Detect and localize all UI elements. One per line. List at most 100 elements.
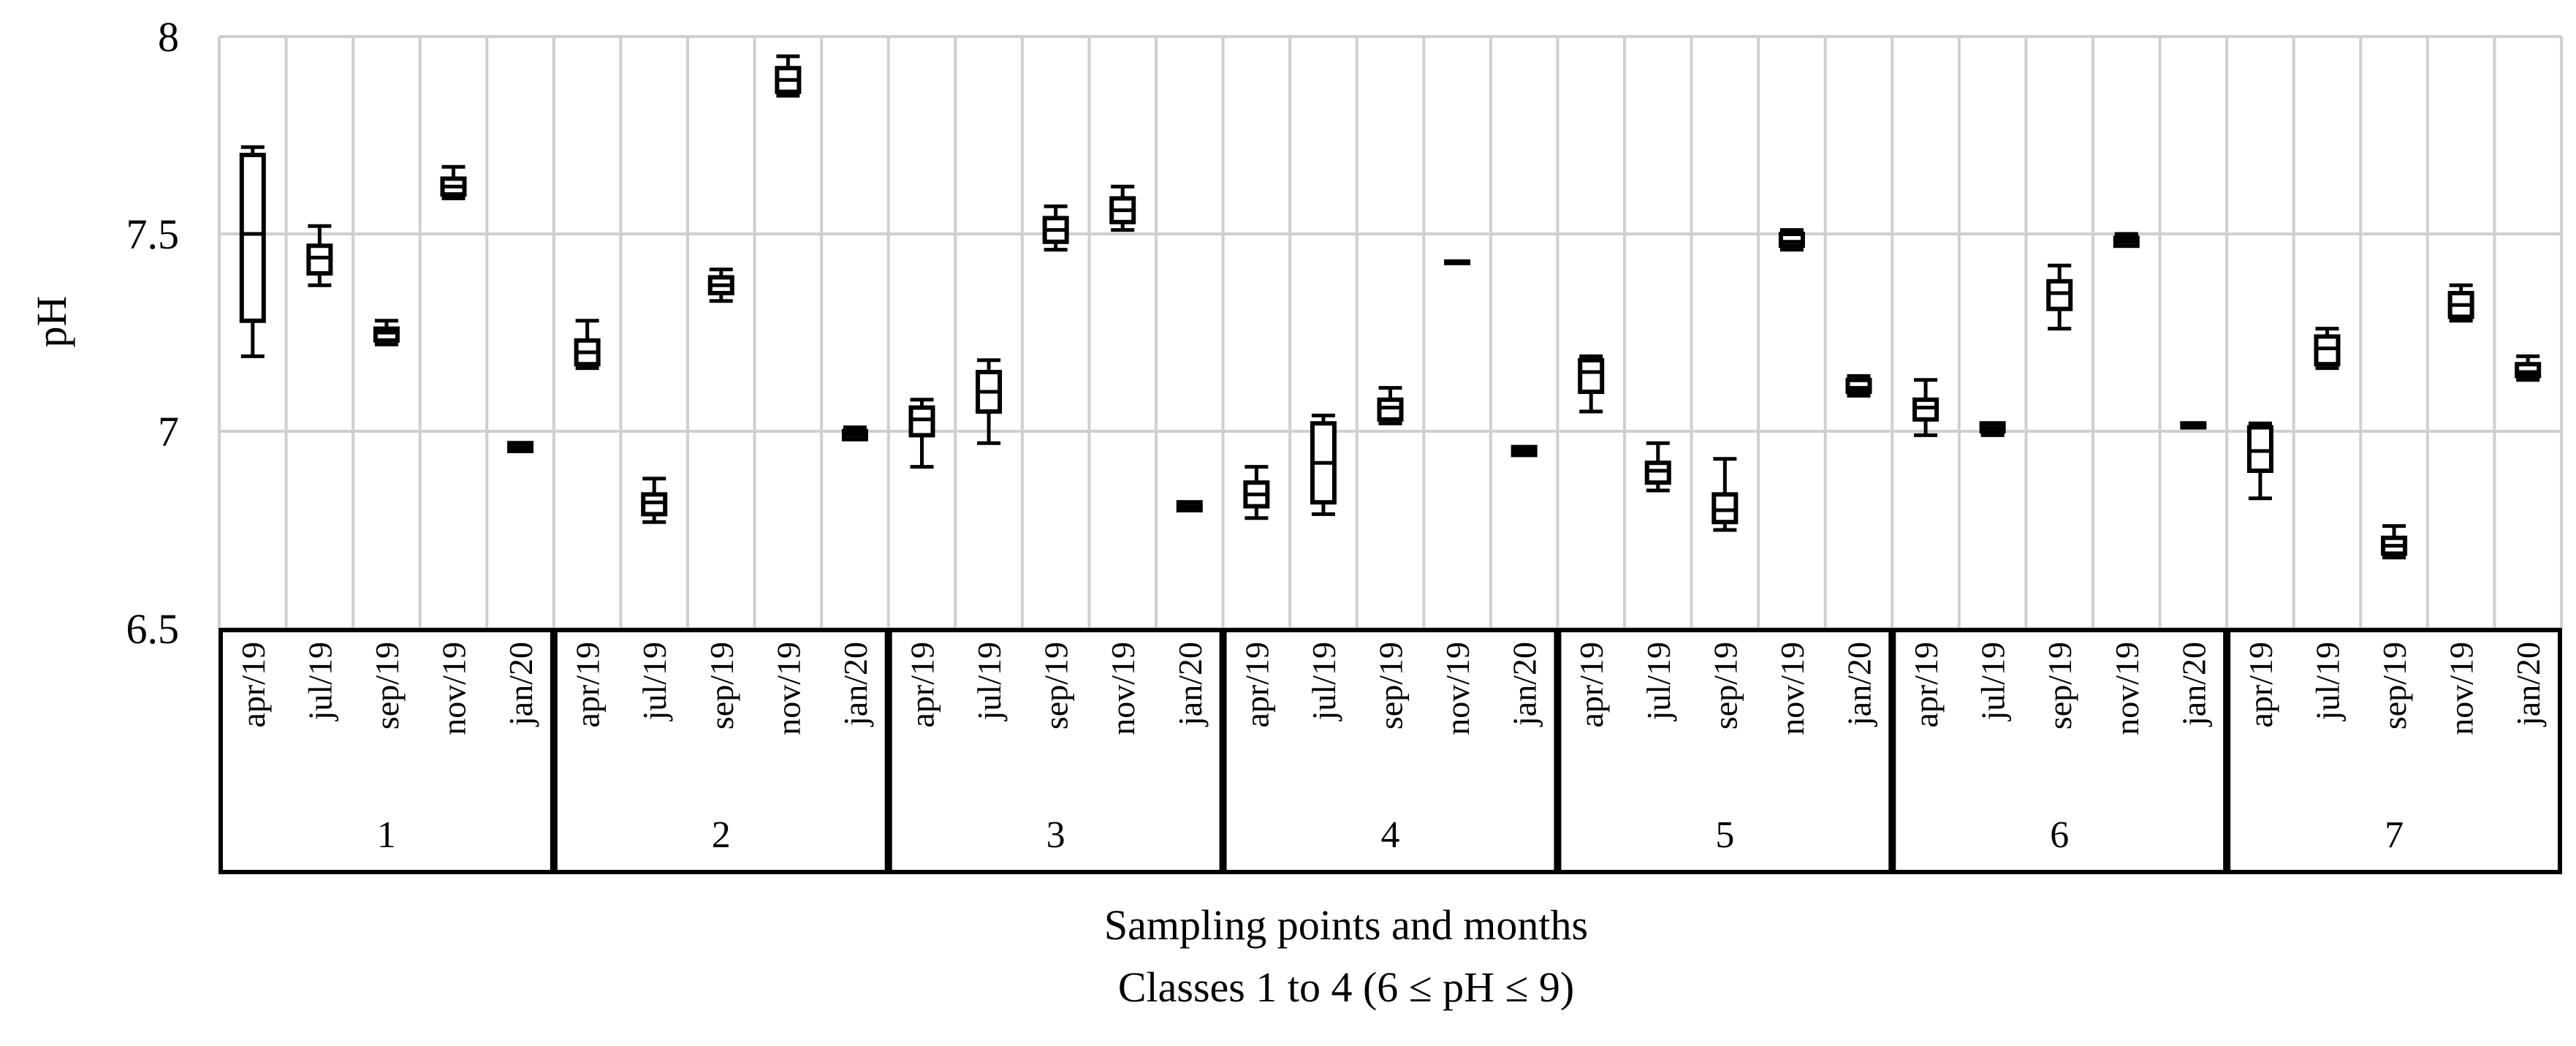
month-label: jan/20 [1841,642,1878,727]
month-label: sep/19 [368,642,406,729]
box-iqr [306,243,333,276]
box-iqr [239,153,266,323]
month-label: sep/19 [1372,642,1410,729]
month-label: jul/19 [301,642,338,721]
box-iqr [1578,357,1605,394]
boxplot [1243,465,1270,520]
box-iqr [2515,362,2542,379]
month-label: jan/20 [2509,642,2547,727]
month-label: sep/19 [2376,642,2413,729]
boxplot [1578,354,1605,414]
y-axis-ticks: 6.5 7 7.5 8 [126,13,180,653]
boxplot [1778,228,1805,252]
month-label: jul/19 [2309,642,2347,721]
month-label: sep/19 [1038,642,1075,729]
boxplot [841,425,868,441]
boxplot [707,268,734,303]
month-label: nov/19 [2108,642,2146,735]
boxplot [2046,263,2073,331]
y-axis-label: pH [28,296,75,348]
month-label: nov/19 [436,642,473,735]
group-cell [1891,628,2228,874]
month-label: jul/19 [1640,642,1677,721]
month-label: apr/19 [569,642,607,728]
month-label: jan/20 [1506,642,1543,727]
boxplot [1644,441,1671,493]
boxplot [2113,232,2140,249]
month-label: sep/19 [703,642,740,729]
month-label: apr/19 [1907,642,1945,728]
group-cell [887,628,1224,874]
month-label: jul/19 [970,642,1008,721]
box-iqr [2046,278,2073,311]
boxplot [2447,283,2474,323]
boxplot [1109,184,1136,232]
month-label: jan/20 [2175,642,2212,727]
box-iqr [2246,425,2273,473]
month-label: nov/19 [2443,642,2480,735]
month-label: nov/19 [1439,642,1476,735]
group-label: 5 [1715,814,1734,856]
box-iqr [908,405,935,438]
group-label: 4 [1381,814,1400,856]
month-label: jan/20 [837,642,874,727]
boxplot [239,145,266,358]
boxplot [2180,421,2207,430]
boxplot [775,54,802,98]
boxplot [1176,500,1203,513]
boxplot [440,164,467,200]
group-label: 3 [1046,814,1065,856]
boxplot [1711,457,1739,532]
boxplot [1845,374,1872,398]
box-iqr [1377,397,1404,422]
boxplot [1444,259,1471,265]
boxplot [1042,204,1069,252]
boxplot [2515,354,2542,382]
boxplot [1310,413,1337,516]
boxplot [373,319,400,346]
month-label: sep/19 [2041,642,2078,729]
boxplot [1377,386,1404,425]
boxplots [239,54,2542,560]
box-iqr [1644,461,1671,485]
month-label: apr/19 [1573,642,1610,728]
y-tick-label: 7 [158,408,179,455]
month-label: sep/19 [1706,642,1744,729]
month-label: jul/19 [636,642,673,721]
boxplot [574,319,601,371]
boxplot [2246,421,2273,501]
group-label: 2 [712,814,731,856]
boxplot [1912,378,1939,437]
box-iqr [373,326,400,343]
boxplot [641,477,668,524]
boxplot [2381,524,2408,560]
group-label: 7 [2385,814,2404,856]
month-label: nov/19 [1104,642,1141,735]
month-label: apr/19 [2242,642,2279,728]
grid [218,35,2563,630]
group-cell [1557,628,1893,874]
group-cell [1222,628,1559,874]
month-label: jan/20 [502,642,539,727]
month-label: jul/19 [1305,642,1342,721]
month-label: apr/19 [235,642,272,728]
month-label: apr/19 [904,642,941,728]
box-iqr [1711,492,1739,525]
group-label: 6 [2050,814,2069,856]
x-axis-label: Sampling points and months [1104,901,1588,949]
month-label: nov/19 [1774,642,1811,735]
month-label: jan/20 [1171,642,1209,727]
group-cell [2226,628,2562,874]
y-tick-label: 6.5 [126,605,180,653]
y-tick-label: 7.5 [126,211,180,258]
box-iqr [2314,334,2341,367]
boxplot [1979,421,2006,437]
category-table: apr/19 jul/19 sep/19 nov/19 jan/20 1 apr/19 jul… [219,628,2562,874]
boxplot [1511,444,1538,458]
box-iqr [1778,232,1805,249]
boxplot [507,441,534,454]
y-tick-label: 8 [158,13,179,61]
box-iqr [641,492,668,517]
